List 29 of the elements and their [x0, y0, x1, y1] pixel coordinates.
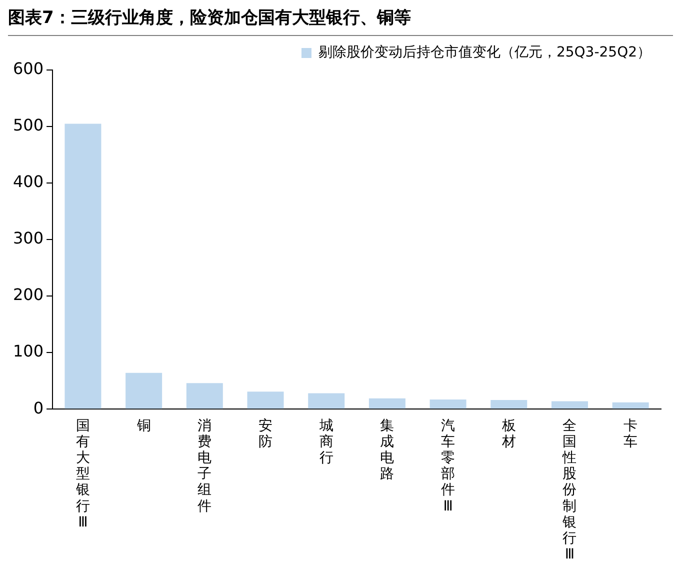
y-tick-label: 100: [12, 342, 44, 361]
x-tick-label: 国有大型银行Ⅲ: [74, 418, 90, 530]
bar: [308, 393, 345, 409]
y-tick-label: 200: [12, 285, 44, 304]
bar: [247, 392, 284, 409]
bar: [368, 398, 406, 409]
bar: [551, 401, 588, 409]
x-tick-label: 卡车: [624, 418, 638, 450]
legend-label: 剔除股价变动后持仓市值变化（亿元，25Q3-25Q2）: [318, 44, 652, 61]
x-tick-label: 铜: [136, 418, 151, 434]
y-tick-label: 0: [33, 398, 44, 418]
y-tick-label: 500: [12, 116, 44, 135]
category-label: 全国性股份制银行Ⅲ: [562, 418, 577, 563]
x-tick-label: 集成电路: [380, 418, 394, 482]
bar: [126, 372, 162, 409]
bar: [612, 402, 649, 409]
y-tick-label: 600: [12, 59, 44, 78]
x-tick-label: 城商行: [318, 418, 334, 466]
y-tick-label: 400: [12, 172, 44, 192]
bar: [186, 383, 223, 409]
chart-title: 图表7：三级行业角度，险资加仓国有大型银行、铜等: [8, 6, 673, 36]
x-tick-label: 板材: [500, 418, 516, 450]
bar: [490, 400, 528, 409]
bar: [64, 124, 102, 409]
x-tick-label: 安防: [258, 418, 272, 450]
y-tick-label: 300: [12, 228, 44, 248]
bar: [430, 399, 466, 409]
x-tick-label: 消费电子组件: [198, 418, 212, 514]
x-tick-label: 汽车零部件Ⅲ: [441, 418, 456, 514]
